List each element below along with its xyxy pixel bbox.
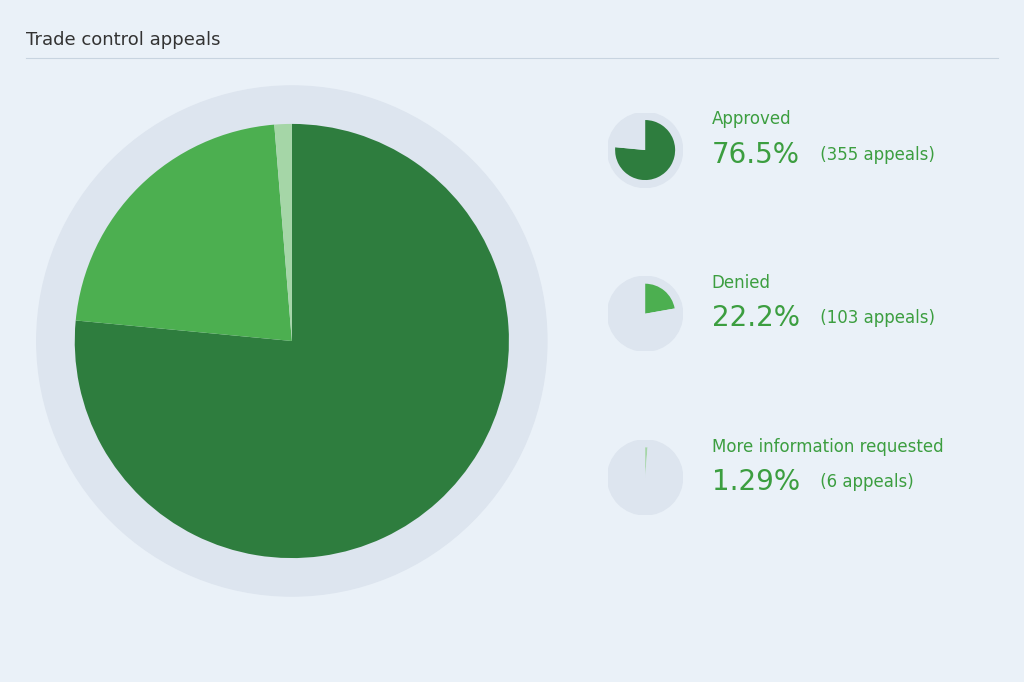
Wedge shape [274,124,292,341]
Circle shape [607,113,683,188]
Text: (103 appeals): (103 appeals) [815,310,935,327]
Text: 22.2%: 22.2% [712,304,800,333]
Text: 1.29%: 1.29% [712,468,800,496]
Wedge shape [645,447,647,477]
Wedge shape [615,284,675,344]
Wedge shape [615,447,675,507]
Wedge shape [76,125,292,341]
Wedge shape [615,120,645,150]
Circle shape [607,276,683,351]
Text: Approved: Approved [712,110,792,128]
Circle shape [607,440,683,515]
Wedge shape [645,284,675,314]
Circle shape [37,86,547,596]
Text: Denied: Denied [712,274,771,292]
Text: (355 appeals): (355 appeals) [815,146,935,164]
Wedge shape [615,120,675,180]
Text: (6 appeals): (6 appeals) [815,473,913,491]
Text: Trade control appeals: Trade control appeals [26,31,220,48]
Text: 76.5%: 76.5% [712,140,800,169]
Text: More information requested: More information requested [712,438,943,456]
Wedge shape [75,124,509,558]
